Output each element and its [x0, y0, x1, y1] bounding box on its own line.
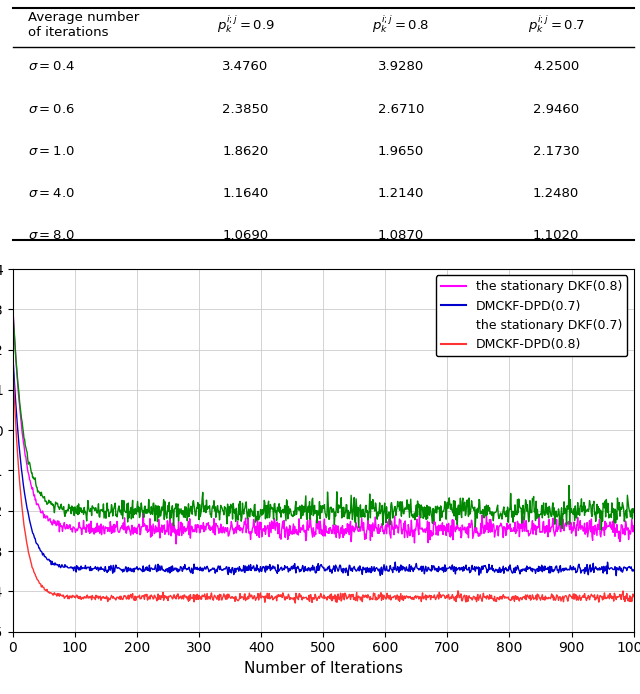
the stationary DKF(0.7): [630, 507, 637, 516]
the stationary DKF(0.7): [598, 526, 605, 534]
DMCKF-DPD(0.7): [10, 361, 17, 369]
the stationary DKF(0.7): [493, 504, 501, 512]
DMCKF-DPD(0.7): [493, 566, 501, 575]
DMCKF-DPD(0.8): [436, 593, 444, 601]
the stationary DKF(0.7): [435, 504, 443, 512]
the stationary DKF(0.7): [73, 509, 81, 518]
the stationary DKF(0.7): [283, 496, 291, 504]
the stationary DKF(0.8): [494, 524, 502, 532]
X-axis label: Number of Iterations: Number of Iterations: [244, 661, 403, 676]
DMCKF-DPD(0.7): [612, 571, 620, 579]
DMCKF-DPD(0.7): [73, 561, 81, 570]
DMCKF-DPD(0.7): [260, 563, 268, 571]
DMCKF-DPD(0.7): [435, 566, 443, 575]
DMCKF-DPD(0.8): [283, 593, 291, 601]
DMCKF-DPD(0.8): [630, 593, 637, 601]
the stationary DKF(0.8): [436, 527, 444, 535]
the stationary DKF(0.8): [10, 313, 17, 321]
DMCKF-DPD(0.7): [283, 564, 291, 572]
DMCKF-DPD(0.8): [10, 373, 17, 381]
Line: the stationary DKF(0.8): the stationary DKF(0.8): [13, 317, 634, 544]
the stationary DKF(0.8): [505, 525, 513, 533]
DMCKF-DPD(0.8): [291, 599, 299, 607]
DMCKF-DPD(0.8): [260, 592, 268, 600]
DMCKF-DPD(0.8): [73, 591, 81, 599]
the stationary DKF(0.7): [10, 316, 17, 325]
the stationary DKF(0.7): [504, 518, 512, 527]
the stationary DKF(0.8): [630, 522, 637, 530]
the stationary DKF(0.8): [73, 525, 81, 533]
the stationary DKF(0.8): [284, 525, 291, 533]
DMCKF-DPD(0.8): [505, 595, 513, 604]
the stationary DKF(0.7): [260, 496, 268, 505]
DMCKF-DPD(0.8): [494, 593, 502, 602]
the stationary DKF(0.8): [172, 540, 180, 548]
Legend: the stationary DKF(0.8), DMCKF-DPD(0.7), the stationary DKF(0.7), DMCKF-DPD(0.8): the stationary DKF(0.8), DMCKF-DPD(0.7),…: [436, 276, 627, 356]
the stationary DKF(0.8): [261, 522, 269, 530]
Line: DMCKF-DPD(0.7): DMCKF-DPD(0.7): [13, 365, 634, 575]
DMCKF-DPD(0.7): [630, 566, 637, 575]
Line: DMCKF-DPD(0.8): DMCKF-DPD(0.8): [13, 377, 634, 603]
DMCKF-DPD(0.7): [504, 567, 512, 575]
Line: the stationary DKF(0.7): the stationary DKF(0.7): [13, 321, 634, 530]
